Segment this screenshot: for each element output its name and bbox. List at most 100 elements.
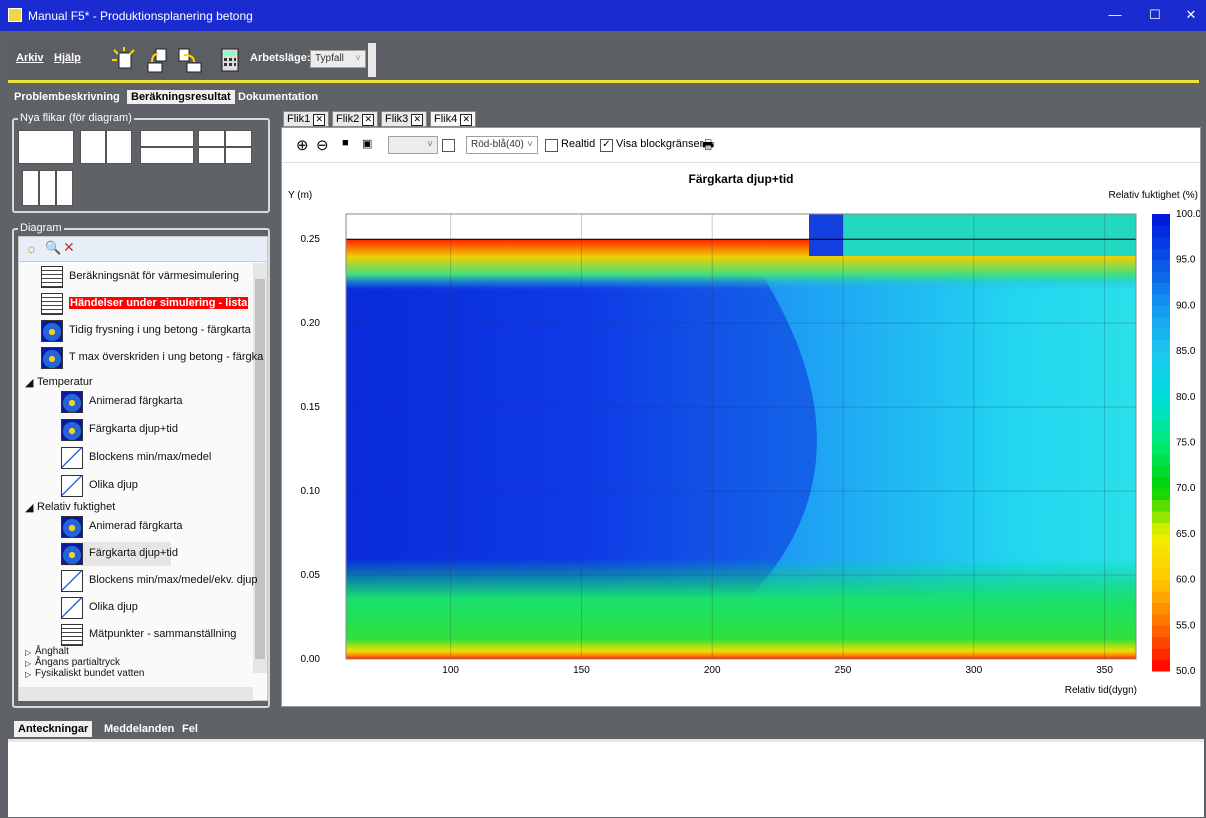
colormap-icon	[61, 391, 83, 413]
temp-item[interactable]: Olika djup	[61, 474, 251, 498]
fukt-group-label[interactable]: Relativ fuktighet	[37, 501, 116, 513]
realtid-checkbox[interactable]	[545, 139, 558, 152]
fukt-item[interactable]: Blockens min/max/medel/ekv. djup	[61, 569, 258, 593]
colorbar-swatch	[1152, 214, 1170, 226]
tab-meddelanden[interactable]: Meddelanden	[104, 723, 175, 735]
temperatur-group-label[interactable]: Temperatur	[37, 376, 93, 388]
tab-problembeskrivning[interactable]: Problembeskrivning	[14, 91, 120, 103]
temp-item[interactable]: Animerad färgkarta	[61, 390, 251, 414]
zoom-out-icon[interactable]: ⊖	[316, 137, 329, 154]
collapsed-group-label[interactable]: Fysikaliskt bundet vatten	[35, 668, 145, 679]
vertical-scrollbar[interactable]	[253, 263, 267, 673]
fukt-item[interactable]: Mätpunkter - sammanställning	[61, 623, 251, 647]
collapsed-group-toggle[interactable]: ▷	[25, 659, 32, 668]
save-file-icon[interactable]	[176, 46, 204, 74]
colorbar-swatch	[1152, 522, 1170, 535]
tab-berakningsresultat[interactable]: Beräkningsresultat	[127, 90, 235, 104]
toolbar-overflow[interactable]	[368, 43, 376, 77]
y-axis-label: Y (m)	[288, 190, 313, 201]
menu-arkiv[interactable]: Arkiv	[16, 52, 44, 64]
tab-flik1[interactable]: Flik1 ✕	[283, 111, 330, 127]
colorbar-swatch	[1152, 545, 1170, 558]
fukt-item[interactable]: Animerad färgkarta	[61, 515, 251, 539]
layout-2col-button[interactable]	[80, 130, 132, 164]
new-file-icon[interactable]	[110, 46, 138, 74]
visa-block-checkbox[interactable]: ✓	[600, 139, 613, 152]
close-tab-icon[interactable]: ✕	[313, 114, 326, 126]
list-icon	[41, 293, 63, 315]
collapsed-group-label[interactable]: Ånghalt	[35, 646, 69, 657]
edit-diagram-icon[interactable]: 🔍	[45, 240, 62, 255]
tab-dokumentation[interactable]: Dokumentation	[238, 91, 319, 103]
menu-hjalp[interactable]: Hjälp	[54, 52, 81, 64]
diagram-item-label: Färgkarta djup+tid	[89, 423, 178, 435]
layout-4-button[interactable]	[198, 130, 252, 164]
fukt-item[interactable]: Färgkarta djup+tid	[61, 542, 178, 566]
tab-flik2[interactable]: Flik2 ✕	[332, 111, 379, 127]
diagram-item[interactable]: Tidig frysning i ung betong - färgkarta	[41, 319, 251, 343]
notes-area[interactable]	[8, 739, 1204, 817]
heatmap-low-region	[346, 239, 817, 626]
colorbar-swatch	[1152, 282, 1170, 295]
print-icon[interactable]: 🖶	[702, 137, 715, 152]
y-tick-label: 0.15	[301, 402, 321, 413]
close-button[interactable]: ✕	[1185, 7, 1197, 22]
close-tab-icon[interactable]: ✕	[460, 114, 473, 126]
empty-dropdown[interactable]: ˅	[388, 136, 438, 154]
open-file-icon[interactable]	[144, 46, 172, 74]
new-diagram-icon[interactable]: ☼	[25, 240, 38, 256]
line-chart-icon	[61, 597, 83, 619]
diagram-item[interactable]: T max överskriden i ung betong - färgka	[41, 346, 263, 370]
palette-dropdown[interactable]: Röd-blå(40) ˅	[466, 136, 538, 154]
colorbar-swatch	[1152, 625, 1170, 638]
diagram-item[interactable]: Beräkningsnät för värmesimulering	[41, 265, 251, 289]
delete-diagram-icon[interactable]: ✕	[63, 239, 75, 255]
colorbar-swatch	[1152, 453, 1170, 466]
diagram-item[interactable]: Händelser under simulering - lista	[41, 292, 251, 316]
tab-flik3[interactable]: Flik3 ✕	[381, 111, 428, 127]
diagram-item-label: Tidig frysning i ung betong - färgkarta	[69, 324, 251, 336]
colorbar-swatch	[1152, 236, 1170, 249]
maximize-button[interactable]: ☐	[1149, 7, 1161, 22]
collapsed-group-toggle[interactable]: ▷	[25, 670, 32, 679]
collapsed-group-label[interactable]: Ångans partialtryck	[35, 657, 121, 668]
colorbar-swatch	[1152, 511, 1170, 523]
diagram-item-label: Färgkarta djup+tid	[89, 547, 178, 559]
video-icon[interactable]: ▣	[362, 138, 373, 150]
temp-item[interactable]: Blockens min/max/medel	[61, 446, 251, 470]
colorbar-swatch	[1152, 579, 1170, 592]
fukt-group-toggle[interactable]: ◢	[25, 502, 34, 514]
zoom-in-icon[interactable]: ⊕	[296, 137, 309, 154]
colorbar-tick-label: 95.0	[1176, 255, 1196, 266]
mode-label: Arbetsläge:	[250, 52, 311, 64]
realtid-label: Realtid	[561, 138, 596, 150]
collapsed-group-toggle[interactable]: ▷	[25, 648, 32, 657]
colormap-icon	[61, 543, 83, 565]
tab-anteckningar[interactable]: Anteckningar	[14, 721, 93, 737]
layout-3col-button[interactable]	[22, 170, 73, 206]
tab-fel[interactable]: Fel	[182, 723, 198, 735]
fukt-item[interactable]: Olika djup	[61, 596, 251, 620]
plot-frame	[345, 213, 1137, 660]
layout-2row-button[interactable]	[140, 130, 194, 164]
diagram-group	[12, 228, 270, 708]
new-tabs-title: Nya flikar (för diagram)	[18, 112, 134, 124]
calculator-icon[interactable]	[216, 46, 244, 74]
close-tab-icon[interactable]: ✕	[362, 114, 375, 126]
temp-item[interactable]: Färgkarta djup+tid	[61, 418, 251, 442]
color-box[interactable]	[442, 139, 455, 152]
minimize-button[interactable]: —	[1108, 7, 1122, 22]
x-tick-label: 150	[573, 665, 590, 676]
mode-dropdown[interactable]: Typfall ˅	[310, 50, 366, 68]
temperatur-group-toggle[interactable]: ◢	[25, 377, 34, 389]
layout-1-button[interactable]	[18, 130, 74, 164]
close-tab-icon[interactable]: ✕	[411, 114, 424, 126]
diagram-item-label: Blockens min/max/medel	[89, 451, 212, 463]
list-icon	[61, 624, 83, 646]
line-chart-icon	[61, 447, 83, 469]
camera-icon[interactable]: ■	[342, 137, 349, 149]
heatmap-bottom-gradient	[346, 558, 1136, 659]
tab-flik4[interactable]: Flik4 ✕	[430, 111, 477, 127]
horizontal-scrollbar[interactable]	[19, 687, 253, 701]
colorbar-swatch	[1152, 568, 1170, 581]
